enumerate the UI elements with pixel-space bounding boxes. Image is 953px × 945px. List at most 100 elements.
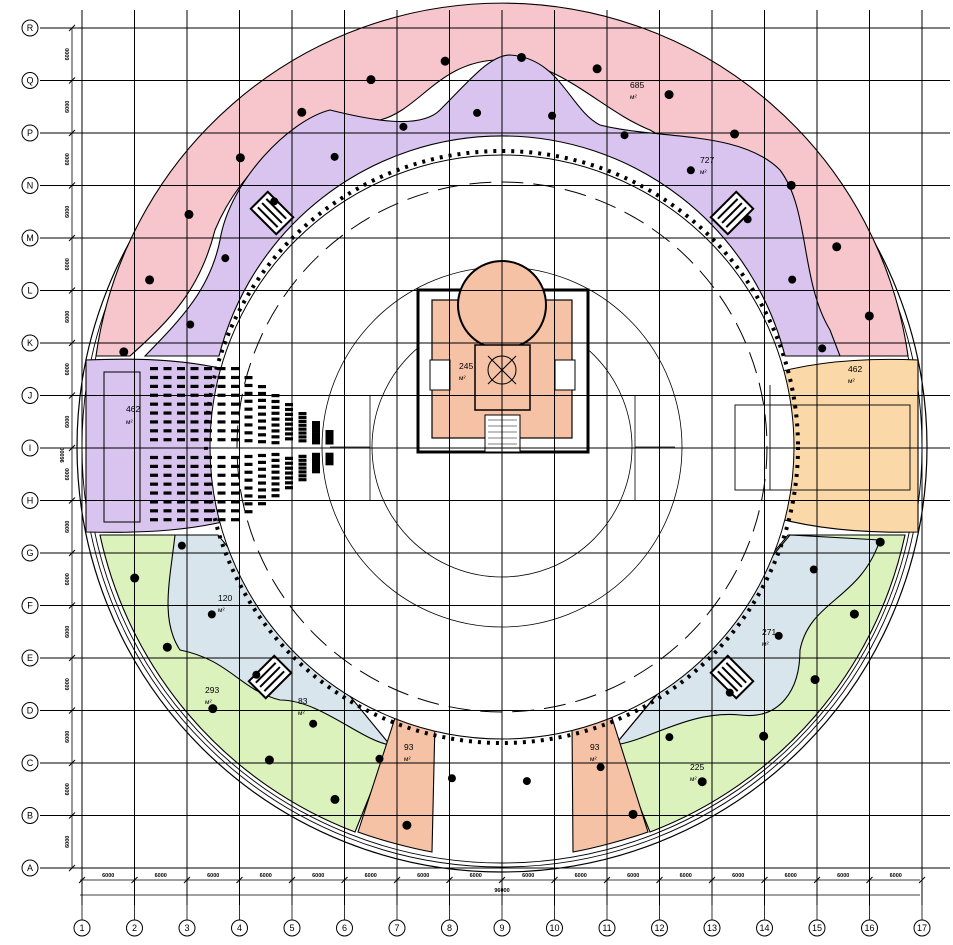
axis-bubble-x: 16 <box>861 919 878 937</box>
seat <box>298 454 307 458</box>
seat <box>312 458 320 462</box>
svg-text:8: 8 <box>447 923 452 933</box>
seat <box>177 420 185 424</box>
seat <box>204 500 212 504</box>
seat <box>271 494 280 498</box>
bay-dimension-y: 6000 <box>65 101 71 113</box>
axis-bubble-x: 11 <box>598 919 616 937</box>
bay-dimension-x: 6000 <box>890 873 902 879</box>
area-unit: м² <box>126 419 133 426</box>
bay-dimension-x: 6000 <box>837 873 849 879</box>
seat <box>271 452 280 457</box>
structural-grid <box>40 10 950 905</box>
seat <box>150 473 158 477</box>
column <box>516 52 526 62</box>
seat <box>271 429 280 433</box>
seat <box>177 455 185 460</box>
area-unit: м² <box>690 776 697 783</box>
seat <box>244 407 253 411</box>
seat <box>204 473 212 477</box>
svg-text:A: A <box>27 863 33 873</box>
area-unit: м² <box>298 710 305 717</box>
axis-bubble-x: 6 <box>336 919 353 937</box>
seat <box>298 470 307 474</box>
seat <box>271 435 280 439</box>
column <box>809 565 818 574</box>
seat <box>271 399 280 404</box>
seat <box>217 482 226 486</box>
column <box>207 610 216 619</box>
svg-text:C: C <box>27 758 34 768</box>
seat <box>217 367 226 371</box>
seat <box>244 423 253 427</box>
seat <box>190 411 199 415</box>
seat <box>244 494 253 498</box>
column <box>697 777 707 787</box>
seat <box>150 402 158 406</box>
svg-text:Q: Q <box>26 76 33 86</box>
central-core <box>416 260 590 454</box>
area-unit: м² <box>404 756 411 763</box>
bay-dimension-x: 6000 <box>522 873 534 879</box>
column <box>440 56 450 66</box>
svg-text:1: 1 <box>79 923 84 933</box>
dimension-chains: 96000 96000 6000 6000 6000 6000 6000 6000 6000… <box>60 24 926 896</box>
column <box>402 820 412 830</box>
seat <box>190 500 199 504</box>
seat <box>244 486 253 490</box>
svg-text:13: 13 <box>707 923 717 933</box>
seat <box>285 461 293 465</box>
column <box>330 794 340 804</box>
svg-text:P: P <box>27 128 33 138</box>
seat <box>177 500 185 504</box>
axis-bubble-x: 15 <box>808 919 826 937</box>
seat <box>271 417 280 421</box>
bay-dimension-y: 6000 <box>65 836 71 848</box>
seat <box>163 455 172 460</box>
seat <box>163 518 172 522</box>
seat <box>298 415 307 420</box>
seat <box>177 367 185 371</box>
seat <box>204 482 212 486</box>
bay-dimension-y: 6000 <box>65 626 71 638</box>
seat <box>258 467 266 471</box>
seat <box>177 411 185 415</box>
seat <box>258 453 266 458</box>
seat <box>325 456 334 460</box>
seat <box>312 464 320 468</box>
seat <box>271 441 280 445</box>
seat <box>298 435 307 439</box>
seat <box>217 384 226 388</box>
svg-text:E: E <box>27 653 33 663</box>
seat <box>325 458 334 462</box>
seat <box>217 420 226 424</box>
bay-dimension-x: 6000 <box>575 873 587 879</box>
seat <box>244 431 253 435</box>
seat <box>177 482 185 486</box>
seat <box>244 470 253 474</box>
column <box>330 152 339 161</box>
seat <box>177 375 185 380</box>
seat <box>258 495 266 499</box>
column <box>548 111 557 120</box>
seat <box>190 384 199 388</box>
bay-dimension-x: 6000 <box>470 873 482 879</box>
seat <box>244 454 253 459</box>
area-unit: м² <box>218 607 225 614</box>
svg-text:N: N <box>27 181 34 191</box>
bay-dimension-x: 6000 <box>155 873 167 879</box>
column <box>252 670 261 679</box>
area-unit: м² <box>205 699 212 706</box>
seat <box>271 464 280 468</box>
seat <box>150 420 158 424</box>
seat <box>285 432 293 436</box>
seat <box>217 464 226 468</box>
stair-blocks <box>247 190 755 700</box>
seat <box>163 367 172 371</box>
seat <box>217 438 226 442</box>
seat <box>298 458 307 462</box>
seat <box>177 429 185 433</box>
bay-dimension-x: 6000 <box>417 873 429 879</box>
axis-bubble-y: Q <box>21 72 39 89</box>
